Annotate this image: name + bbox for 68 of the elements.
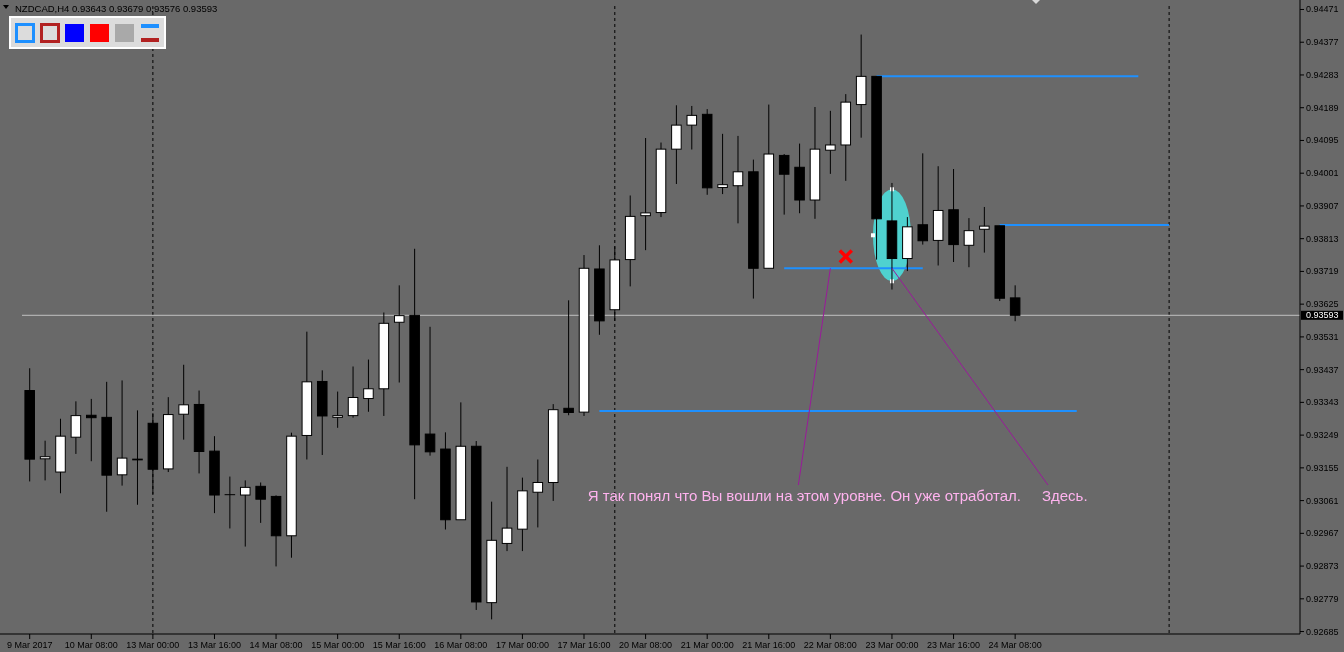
y-tick-label: 0.93437 — [1306, 364, 1339, 375]
x-tick-label: 21 Mar 00:00 — [680, 640, 734, 650]
annotation: Я так понял что Вы вошли на этом уровне. Он уже отработал. — [587, 486, 1021, 504]
candlestick — [116, 379, 128, 487]
candlestick — [39, 440, 51, 481]
x-tick-label: 17 Mar 16:00 — [557, 640, 611, 650]
y-tick-label: 0.93249 — [1306, 430, 1339, 441]
candlestick — [393, 284, 405, 384]
candlestick — [717, 133, 728, 195]
x-tick-label: 17 Mar 00:00 — [495, 640, 549, 650]
y-tick-label: 0.94471 — [1306, 4, 1339, 15]
candlestick — [132, 409, 143, 506]
candlestick — [640, 137, 651, 251]
y-tick-label: 0.94189 — [1306, 102, 1339, 113]
candlestick — [917, 152, 929, 246]
candlestick — [778, 153, 790, 216]
y-tick-label: 0.94377 — [1306, 37, 1339, 48]
candlestick — [255, 481, 266, 524]
y-tick-label: 0.94001 — [1306, 168, 1339, 179]
candlestick — [825, 110, 836, 175]
ref-line-label: 0.93593 — [1306, 310, 1339, 321]
candlestick — [963, 217, 975, 268]
y-tick-label: 0.93061 — [1306, 495, 1339, 506]
candlestick — [178, 364, 189, 441]
candlestick — [532, 459, 544, 528]
candlestick — [1009, 284, 1021, 322]
y-tick-label: 0.94283 — [1306, 69, 1339, 80]
candlestick — [424, 326, 436, 457]
candlestick — [363, 359, 374, 413]
candlestick — [70, 400, 82, 455]
candlestick — [347, 366, 359, 419]
candlestick — [239, 479, 251, 548]
x-tick-label: 16 Mar 08:00 — [434, 640, 488, 650]
y-tick-label: 0.92685 — [1306, 626, 1339, 637]
x-tick-label: 23 Mar 00:00 — [865, 640, 919, 650]
y-tick-label: 0.93155 — [1306, 462, 1339, 473]
candlestick — [332, 391, 343, 429]
y-tick-label: 0.93813 — [1306, 233, 1339, 244]
x-tick-label: 14 Mar 08:00 — [249, 640, 303, 650]
x-tick-label: 13 Mar 16:00 — [187, 640, 241, 650]
x-tick-label: 22 Mar 08:00 — [803, 640, 857, 650]
x-tick-label: 13 Mar 00:00 — [126, 640, 180, 650]
y-tick-label: 0.93343 — [1306, 397, 1339, 408]
candlestick — [686, 105, 698, 150]
candlestick — [979, 206, 990, 254]
x-tick-label: 15 Mar 16:00 — [372, 640, 426, 650]
x-tick-label: 10 Mar 08:00 — [64, 640, 118, 650]
chart-title: NZDCAD,H4 0.93643 0.93679 0.93576 0.93593 — [15, 2, 218, 14]
candlestick — [86, 398, 97, 462]
candlestick — [501, 466, 513, 552]
x-tick-label: 9 Mar 2017 — [6, 640, 53, 650]
x-tick-label: 15 Mar 00:00 — [311, 640, 365, 650]
y-tick-label: 0.92873 — [1306, 561, 1339, 572]
y-tick-label: 0.94095 — [1306, 135, 1339, 146]
candlestick — [563, 299, 574, 416]
x-tick-label: 20 Mar 08:00 — [619, 640, 673, 650]
annotation: Здесь. — [1041, 486, 1088, 504]
candlestick — [224, 476, 236, 529]
y-tick-label: 0.92967 — [1306, 528, 1339, 539]
x-tick-label: 23 Mar 16:00 — [927, 640, 981, 650]
candlestick — [732, 135, 744, 224]
y-tick-label: 0.92779 — [1306, 593, 1339, 604]
y-tick-label: 0.93719 — [1306, 266, 1339, 277]
x-tick-label: 24 Mar 08:00 — [988, 640, 1042, 650]
x-tick-label: 21 Mar 16:00 — [742, 640, 796, 650]
y-tick-label: 0.93531 — [1306, 331, 1339, 342]
y-tick-label: 0.93625 — [1306, 299, 1339, 310]
y-tick-label: 0.93907 — [1306, 200, 1339, 211]
